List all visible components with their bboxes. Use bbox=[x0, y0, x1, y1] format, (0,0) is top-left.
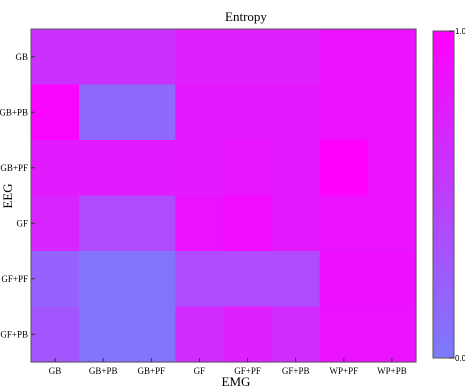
heatmap-cell bbox=[319, 84, 369, 141]
heatmap-cell bbox=[79, 29, 128, 86]
colorbar-tick-label: 1.0 bbox=[455, 27, 465, 36]
heatmap-cell bbox=[175, 140, 225, 197]
heatmap-cell bbox=[223, 195, 273, 252]
heatmap-cell bbox=[79, 140, 128, 197]
x-tick-label: GB+PB bbox=[89, 366, 118, 376]
heatmap-cell bbox=[175, 251, 225, 308]
heatmap-cell bbox=[319, 195, 369, 252]
heatmap-cell bbox=[127, 195, 176, 252]
heatmap-cell bbox=[367, 251, 417, 308]
heatmap-cells bbox=[31, 29, 417, 363]
x-tick-label: WP+PB bbox=[377, 366, 407, 376]
x-tick-labels: GB GB+PB GB+PF GF GF+PF GF+PB WP+PF WP+PB bbox=[49, 358, 407, 376]
heatmap-cell bbox=[31, 29, 80, 86]
heatmap-cell bbox=[175, 29, 225, 86]
heatmap-cell bbox=[79, 84, 128, 141]
colorbar-tick-label: 0.0 bbox=[455, 354, 465, 363]
heatmap-cell bbox=[271, 84, 321, 141]
heatmap-cell bbox=[31, 140, 80, 197]
y-tick-label: GB bbox=[15, 52, 28, 62]
heatmap-cell bbox=[271, 29, 321, 86]
y-tick-label: GB+PF bbox=[0, 163, 28, 173]
heatmap-cell bbox=[367, 29, 417, 86]
colorbar bbox=[432, 30, 455, 359]
y-axis-label: EEG bbox=[0, 183, 15, 208]
heatmap-cell bbox=[271, 306, 321, 363]
x-tick-label: GB bbox=[49, 366, 62, 376]
y-tick-label: GF bbox=[16, 218, 28, 228]
x-tick-label: GF+PB bbox=[282, 366, 310, 376]
x-tick-label: GB+PF bbox=[138, 366, 166, 376]
heatmap-cell bbox=[79, 195, 128, 252]
heatmap-cell bbox=[223, 84, 273, 141]
heatmap-cell bbox=[31, 84, 80, 141]
heatmap-cell bbox=[223, 251, 273, 308]
colorbar-ticks: 0.0 1.0 bbox=[449, 27, 465, 363]
heatmap-cell bbox=[367, 195, 417, 252]
x-tick-label: GF bbox=[194, 366, 206, 376]
y-tick-label: GB+PB bbox=[0, 107, 28, 117]
chart-title: Entropy bbox=[225, 9, 267, 24]
heatmap-cell bbox=[175, 84, 225, 141]
heatmap-cell bbox=[271, 140, 321, 197]
heatmap-cell bbox=[319, 140, 369, 197]
heatmap-cell bbox=[79, 251, 128, 308]
heatmap-cell bbox=[127, 140, 176, 197]
heatmap-cell bbox=[31, 195, 80, 252]
heatmap-cell bbox=[31, 306, 80, 363]
heatmap-cell bbox=[367, 140, 417, 197]
heatmap-cell bbox=[31, 251, 80, 308]
heatmap-cell bbox=[271, 195, 321, 252]
heatmap-cell bbox=[175, 306, 225, 363]
heatmap-cell bbox=[79, 306, 128, 363]
x-tick-label: GF+PF bbox=[234, 366, 261, 376]
heatmap-cell bbox=[223, 306, 273, 363]
y-tick-labels: GB GB+PB GB+PF GF GF+PF GF+PB bbox=[0, 52, 35, 339]
x-tick-label: WP+PF bbox=[330, 366, 359, 376]
heatmap-cell bbox=[319, 306, 369, 363]
heatmap-cell bbox=[223, 29, 273, 86]
y-tick-label: GF+PF bbox=[1, 274, 28, 284]
heatmap-cell bbox=[367, 306, 417, 363]
heatmap-cell bbox=[127, 84, 176, 141]
heatmap-cell bbox=[367, 84, 417, 141]
heatmap-cell bbox=[223, 140, 273, 197]
plot-frame bbox=[30, 28, 417, 363]
y-tick-label: GF+PB bbox=[0, 329, 28, 339]
heatmap-cell bbox=[319, 29, 369, 86]
heatmap-cell bbox=[175, 195, 225, 252]
heatmap-cell bbox=[319, 251, 369, 308]
heatmap-cell bbox=[127, 251, 176, 308]
heatmap-cell bbox=[127, 29, 176, 86]
x-axis-label: EMG bbox=[222, 374, 251, 389]
heatmap-cell bbox=[127, 306, 176, 363]
heatmap-cell bbox=[271, 251, 321, 308]
